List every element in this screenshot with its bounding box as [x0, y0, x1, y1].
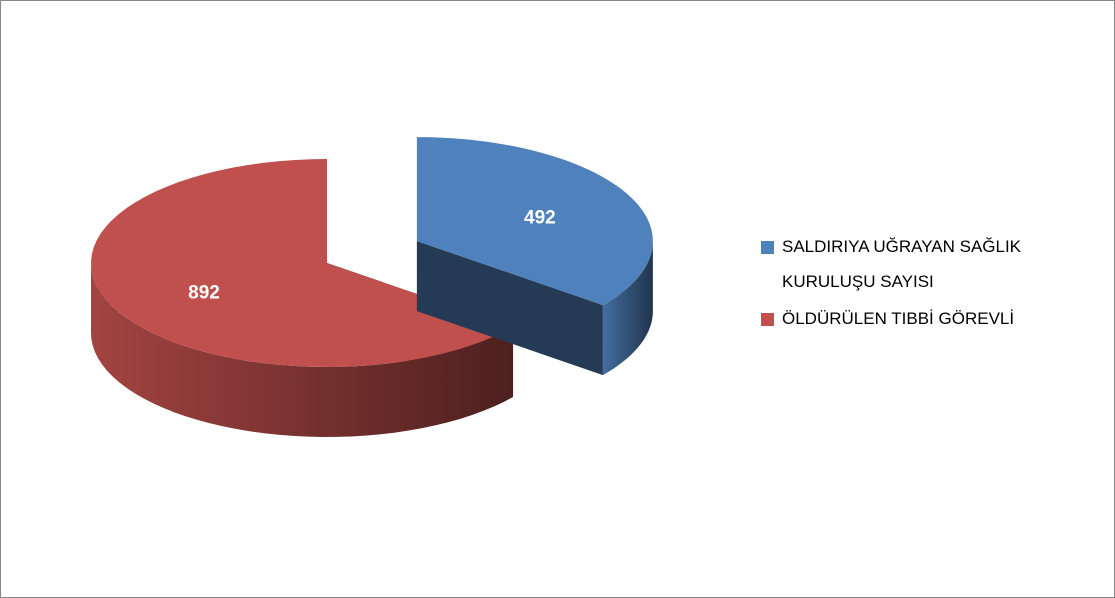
value-label: 492 — [524, 208, 556, 229]
slice-top — [91, 159, 514, 367]
slice-top — [416, 137, 653, 306]
legend-item: ÖLDÜRÜLEN TIBBİ GÖREVLİ — [761, 301, 1091, 336]
legend-label: SALDIRIYA UĞRAYAN SAĞLIK KURULUŞU SAYISI — [782, 237, 1022, 291]
slice: 492 — [416, 137, 653, 376]
legend: SALDIRIYA UĞRAYAN SAĞLIK KURULUŞU SAYISI… — [761, 229, 1091, 338]
value-label: 892 — [188, 282, 220, 303]
slice-wall — [91, 263, 514, 437]
legend-item: SALDIRIYA UĞRAYAN SAĞLIK KURULUŞU SAYISI — [761, 229, 1091, 299]
slice: 892 — [91, 159, 514, 437]
slice-wall — [602, 241, 653, 376]
legend-swatch — [761, 241, 774, 254]
legend-label: ÖLDÜRÜLEN TIBBİ GÖREVLİ — [782, 309, 1015, 328]
legend-swatch — [761, 313, 774, 326]
slice-side — [416, 241, 603, 376]
